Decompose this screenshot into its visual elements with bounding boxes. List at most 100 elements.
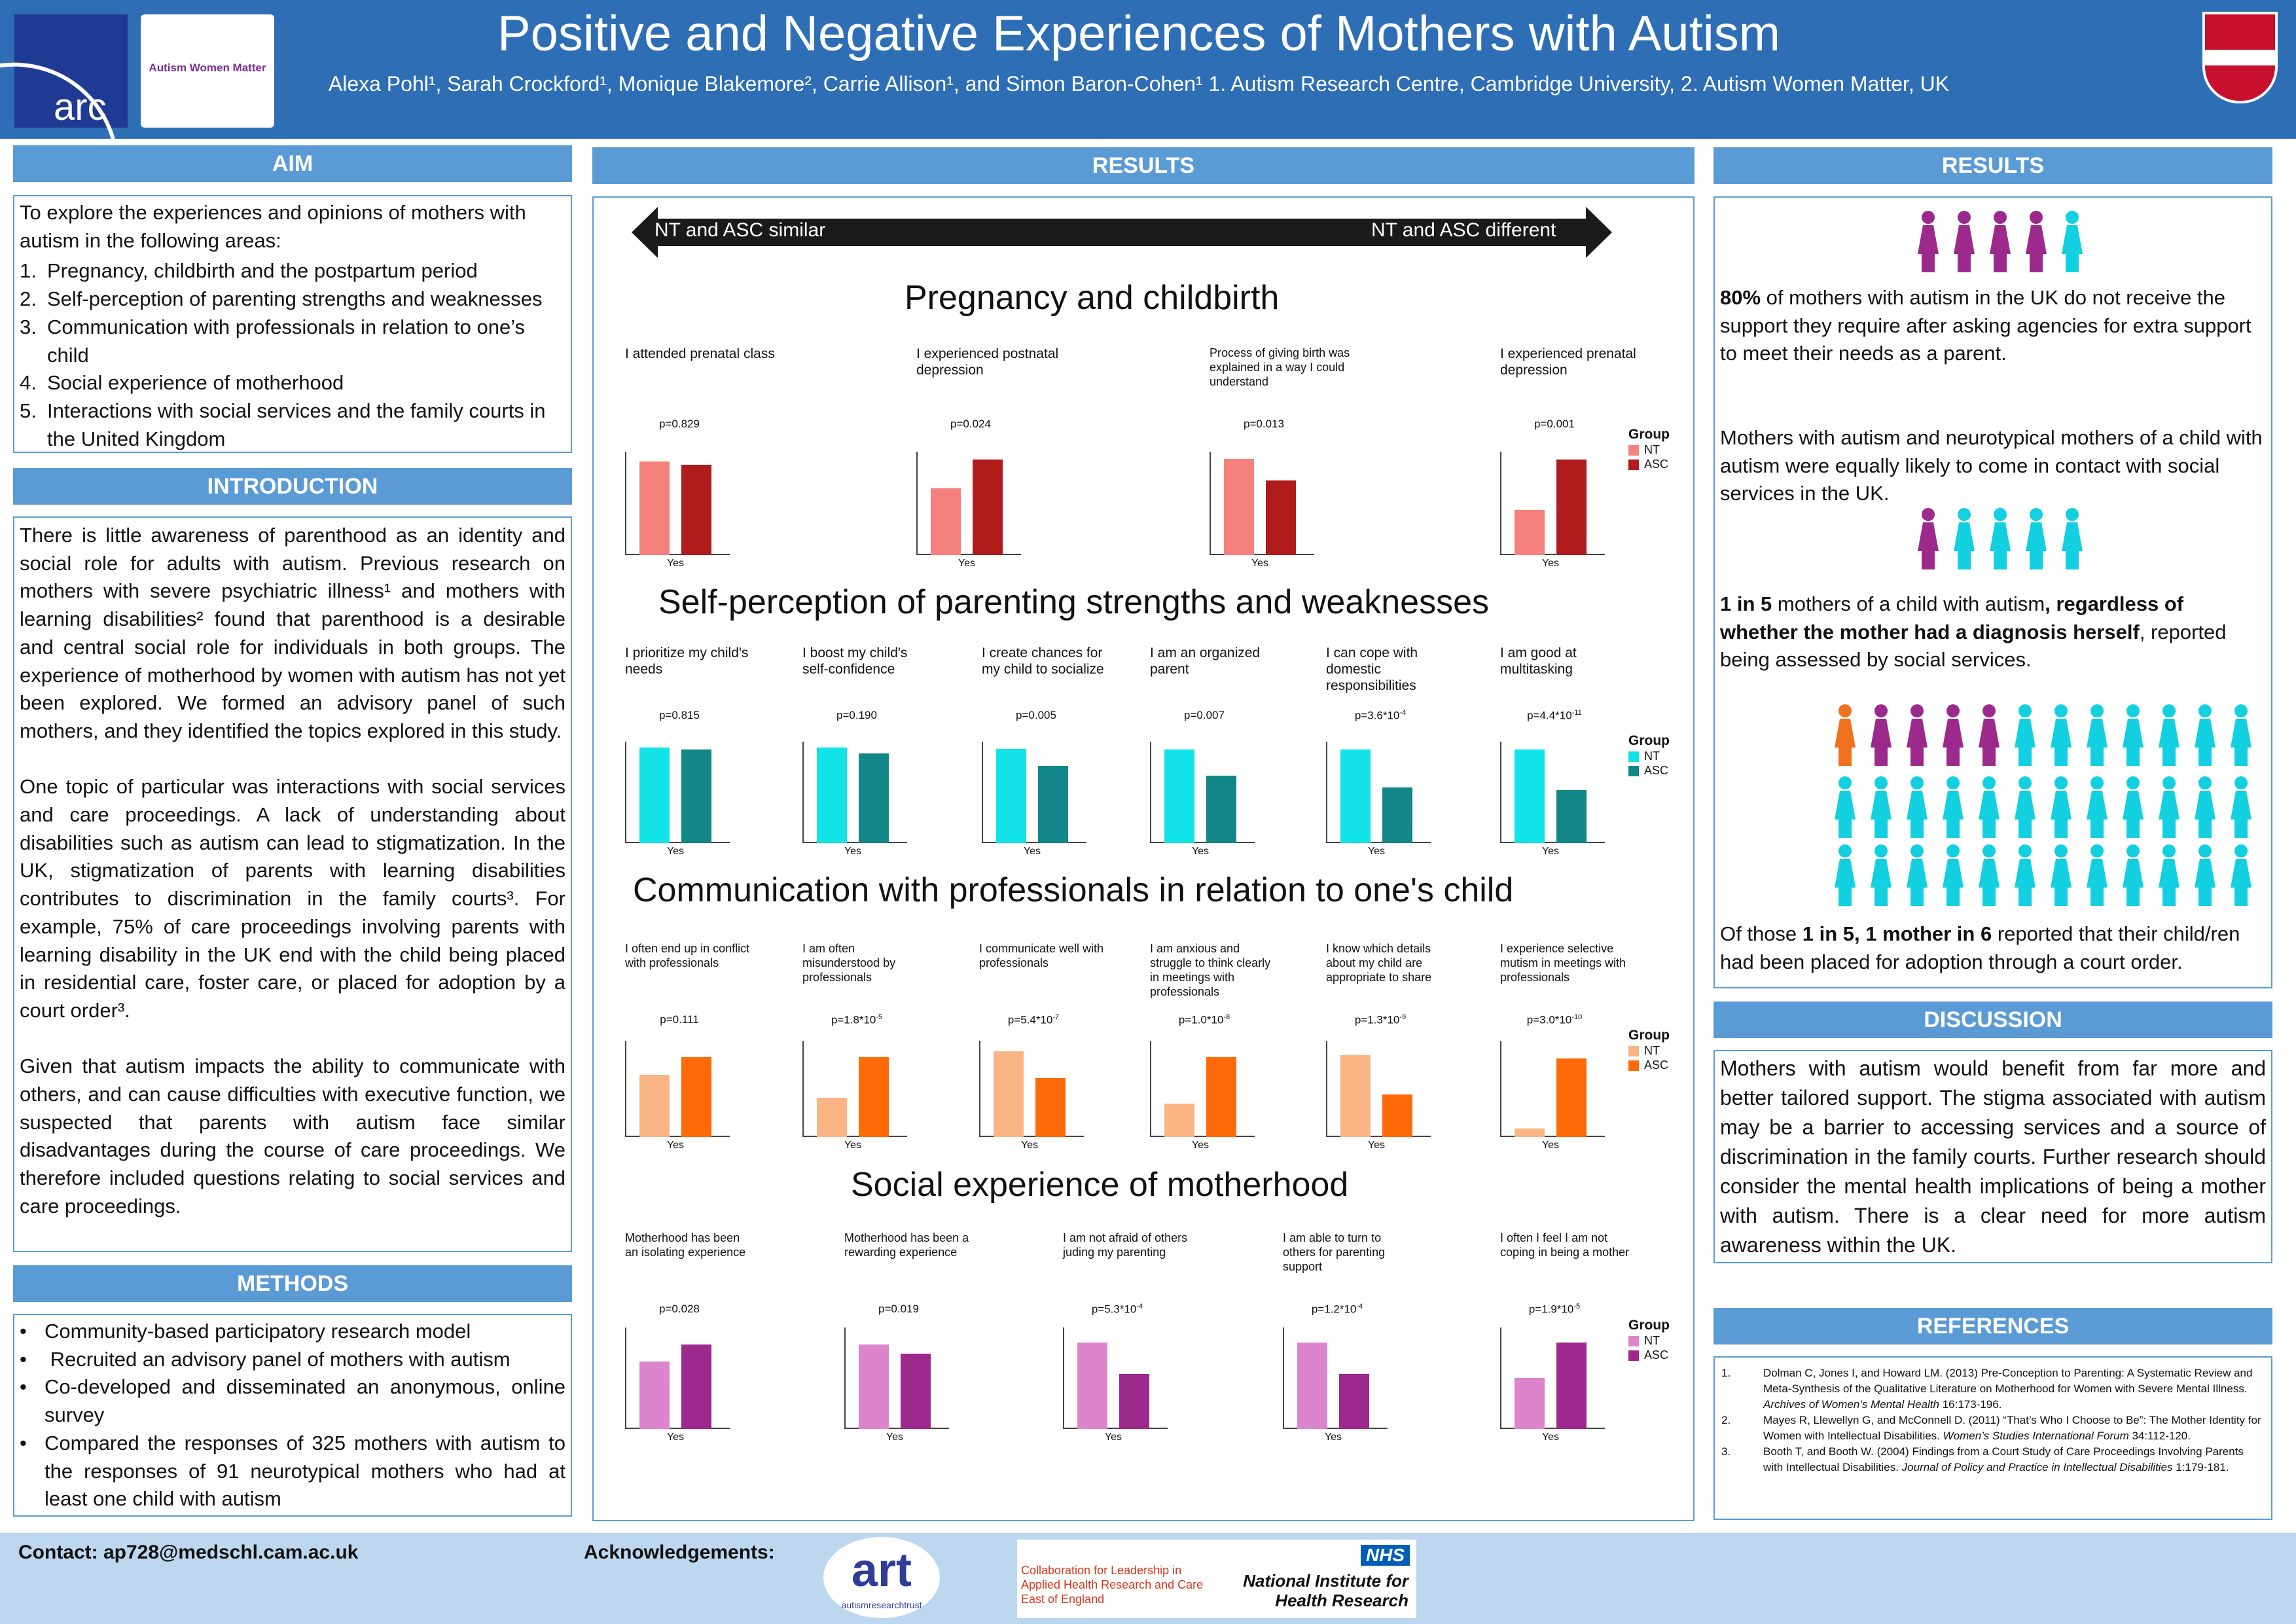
bar-nt bbox=[1164, 1104, 1194, 1137]
poster-header bbox=[0, 0, 2296, 139]
person-body bbox=[2087, 791, 2108, 820]
bar-asc bbox=[681, 1057, 711, 1137]
bar-nt bbox=[639, 461, 670, 555]
references-list: 1. Dolman C, Jones I, and Howard LM. (201… bbox=[1715, 1358, 2271, 1475]
chart-axis bbox=[1326, 742, 1431, 843]
person-head bbox=[1958, 508, 1971, 521]
contact-email[interactable]: Contact: ap728@medschl.cam.ac.uk bbox=[18, 1542, 359, 1563]
methods-heading: METHODS bbox=[13, 1265, 572, 1302]
chart-x-label: Yes bbox=[666, 846, 685, 857]
stat-80-bold: 80% bbox=[1720, 286, 1761, 309]
p-value-exponent: -9 bbox=[1399, 1013, 1407, 1021]
bar-asc bbox=[1266, 480, 1296, 555]
bar-nt bbox=[1515, 1378, 1545, 1429]
person-icon bbox=[2056, 508, 2088, 571]
chart-x-label: Yes bbox=[844, 1140, 862, 1151]
person-body bbox=[2026, 522, 2047, 551]
person-body bbox=[2015, 791, 2036, 820]
person-icon bbox=[2009, 704, 2041, 767]
person-body bbox=[2062, 225, 2083, 254]
person-legs bbox=[2030, 551, 2043, 569]
chart-p-value: p=0.815 bbox=[634, 709, 725, 722]
person-body bbox=[1979, 791, 2000, 820]
aim-item-number: 5. bbox=[20, 399, 37, 422]
chart-x-label: Yes bbox=[886, 1432, 904, 1443]
shield-cross-bar bbox=[2205, 50, 2275, 65]
person-head bbox=[2090, 844, 2104, 857]
chart-question-label: I am anxious and struggle to think clear… bbox=[1150, 942, 1271, 998]
stat-1-in-5-text-a: mothers of a child with autism bbox=[1772, 592, 2045, 615]
stat-1-in-5-bold: 1 in 5 bbox=[1720, 592, 1772, 615]
person-legs bbox=[1982, 820, 1996, 838]
person-icon bbox=[2189, 844, 2221, 907]
person-legs bbox=[2066, 254, 2079, 272]
p-value-text: p=5.4*10 bbox=[1007, 1013, 1053, 1026]
chart-axis bbox=[625, 742, 730, 843]
chart-axis bbox=[1326, 1041, 1431, 1137]
legend-label: NT bbox=[1644, 749, 1660, 763]
p-value-exponent: -4 bbox=[1399, 709, 1407, 717]
bar-asc bbox=[681, 465, 711, 555]
legend-item: NT bbox=[1628, 1043, 1670, 1058]
chart-axis bbox=[1500, 742, 1605, 843]
chart-question-label: I prioritize my child's needs bbox=[625, 645, 749, 677]
discussion-heading: DISCUSSION bbox=[1713, 1001, 2272, 1038]
reference-item: 1. Dolman C, Jones I, and Howard LM. (201… bbox=[1721, 1365, 2265, 1413]
person-head bbox=[1839, 776, 1852, 789]
chart-axis bbox=[916, 452, 1021, 555]
person-body bbox=[1835, 719, 1856, 748]
bar-asc bbox=[1206, 1057, 1236, 1137]
bar-asc bbox=[681, 749, 711, 843]
person-icon bbox=[1829, 704, 1861, 767]
section-title: Self-perception of parenting strengths a… bbox=[658, 583, 1489, 621]
person-body bbox=[2231, 859, 2251, 888]
discussion-text: Mothers with autism would benefit from f… bbox=[1720, 1056, 2266, 1257]
person-icon bbox=[2153, 704, 2185, 767]
clahrc-logo: Collaboration for Leadership in Applied … bbox=[1017, 1540, 1213, 1618]
person-legs bbox=[2234, 748, 2248, 766]
person-head bbox=[2018, 704, 2032, 717]
person-legs bbox=[1958, 254, 1971, 272]
nihr-logo-text: National Institute for Health Research bbox=[1243, 1571, 1408, 1610]
person-legs bbox=[2126, 888, 2140, 906]
person-icon bbox=[1973, 844, 2005, 907]
chart-p-value: p=3.6*10-4 bbox=[1335, 709, 1426, 723]
chart-axis bbox=[844, 1327, 949, 1429]
stat-1-in-5-bold-b: , regardless of whether the mother had a… bbox=[1720, 592, 2184, 643]
person-head bbox=[1946, 704, 1960, 717]
person-head bbox=[1922, 211, 1935, 224]
person-head bbox=[2054, 704, 2068, 717]
bar-asc bbox=[1556, 1343, 1587, 1429]
reference-volume: 1:179-181. bbox=[2172, 1461, 2229, 1473]
person-icon bbox=[1948, 508, 1980, 571]
person-body bbox=[2159, 791, 2179, 820]
p-value-text: p=3.6*10 bbox=[1354, 709, 1400, 722]
bar-nt bbox=[1515, 1128, 1545, 1137]
person-body bbox=[2026, 225, 2047, 254]
person-head bbox=[1982, 844, 1996, 857]
person-head bbox=[2198, 844, 2212, 857]
aim-heading: AIM bbox=[13, 145, 572, 182]
person-body bbox=[1907, 719, 1928, 748]
pictogram-row bbox=[1829, 844, 2261, 907]
bar-nt bbox=[994, 1051, 1024, 1137]
chart-x-label: Yes bbox=[1367, 1140, 1386, 1151]
legend-item: ASC bbox=[1628, 1348, 1670, 1362]
person-head bbox=[2234, 776, 2248, 789]
chart-x-label: Yes bbox=[1191, 1140, 1210, 1151]
p-value-text: p=5.3*10 bbox=[1091, 1303, 1137, 1316]
chart-x-label: Yes bbox=[1541, 1140, 1560, 1151]
person-icon bbox=[2189, 776, 2221, 839]
person-icon bbox=[1865, 776, 1897, 839]
chart-p-value: p=1.0*10-8 bbox=[1158, 1013, 1250, 1027]
person-legs bbox=[2066, 551, 2079, 569]
person-legs bbox=[2018, 888, 2032, 906]
chart-axis bbox=[1500, 1041, 1605, 1137]
methods-item: • Co-developed and disseminated an anonym… bbox=[20, 1373, 565, 1429]
bar-nt bbox=[639, 1075, 670, 1137]
person-legs bbox=[2198, 748, 2212, 766]
person-body bbox=[2015, 719, 2036, 748]
person-icon bbox=[2153, 776, 2185, 839]
person-body bbox=[2051, 791, 2072, 820]
aim-item-number: 4. bbox=[20, 371, 37, 395]
